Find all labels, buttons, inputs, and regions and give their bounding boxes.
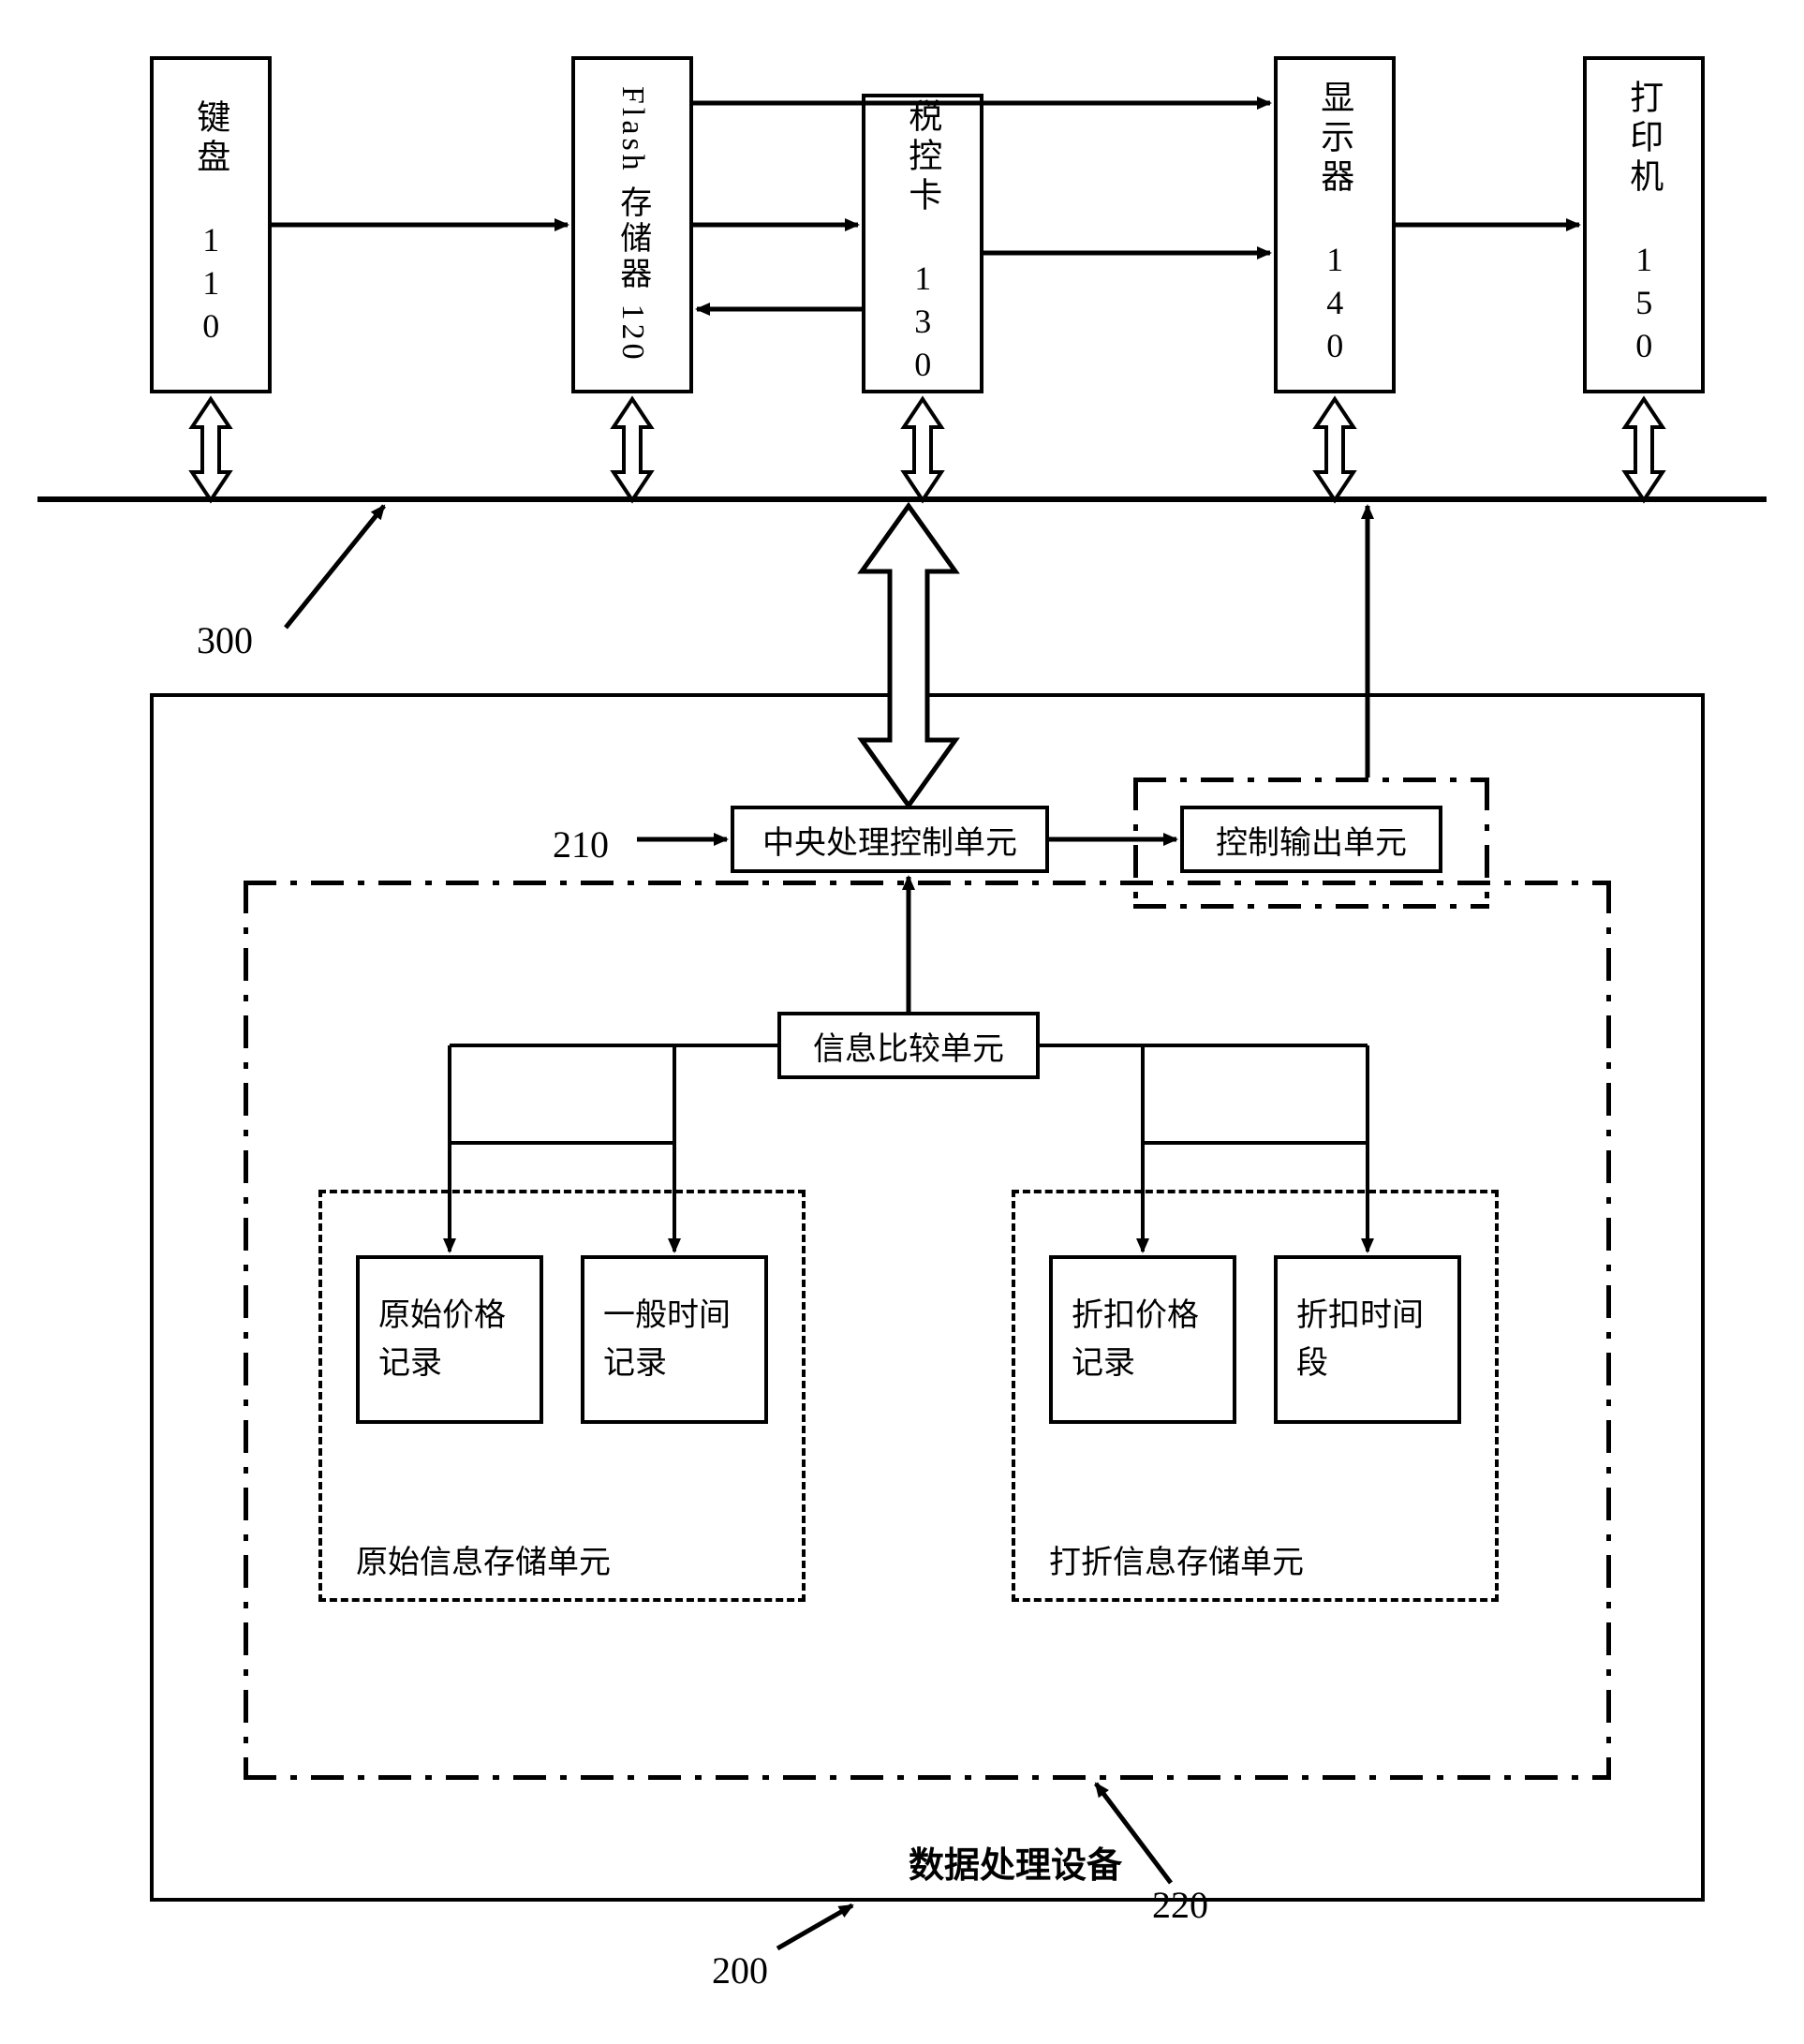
label-discount-time: 折扣时间段 <box>1296 1292 1439 1387</box>
label-output-unit: 控制输出单元 <box>1216 817 1407 863</box>
box-output-unit: 控制输出单元 <box>1180 806 1442 873</box>
label-display: 显示器 140 <box>1311 80 1358 370</box>
ref-210: 210 <box>553 822 609 866</box>
system-bus <box>37 496 1767 502</box>
label-cpu-unit: 中央处理控制单元 <box>762 817 1017 863</box>
label-compare-unit: 信息比较单元 <box>813 1023 1004 1069</box>
label-outer-title: 数据处理设备 <box>909 1836 1122 1888</box>
hollow-arrow-display <box>1316 399 1353 500</box>
box-cpu-unit: 中央处理控制单元 <box>731 806 1049 873</box>
box-normal-time: 一般时间记录 <box>581 1255 768 1424</box>
label-normal-time: 一般时间记录 <box>603 1292 746 1387</box>
label-discount-price: 折扣价格记录 <box>1072 1292 1214 1387</box>
ref-200: 200 <box>712 1948 768 1992</box>
box-printer: 打印机 150 <box>1583 56 1705 393</box>
hollow-arrow-taxcard <box>904 399 941 500</box>
box-discount-price: 折扣价格记录 <box>1049 1255 1236 1424</box>
label-flash: Flash 存储器 120 <box>610 86 655 363</box>
box-keyboard: 键盘 110 <box>150 56 272 393</box>
label-orig-price: 原始价格记录 <box>378 1292 521 1387</box>
box-flash: Flash 存储器 120 <box>571 56 693 393</box>
label-printer: 打印机 150 <box>1620 80 1667 370</box>
box-discount-time: 折扣时间段 <box>1274 1255 1461 1424</box>
diagram-root: 键盘 110 Flash 存储器 120 税控卡 130 显示器 140 打印机… <box>37 37 1767 2007</box>
box-compare-unit: 信息比较单元 <box>777 1012 1040 1079</box>
ref-300: 300 <box>197 618 253 662</box>
hollow-arrow-keyboard <box>192 399 229 500</box>
box-tax-card: 税控卡 130 <box>862 94 983 393</box>
label-tax-card: 税控卡 130 <box>899 98 946 389</box>
ref-220: 220 <box>1152 1883 1208 1927</box>
label-right-storage: 打折信息存储单元 <box>1049 1536 1304 1582</box>
box-orig-price: 原始价格记录 <box>356 1255 543 1424</box>
label-left-storage: 原始信息存储单元 <box>356 1536 611 1582</box>
label-keyboard: 键盘 110 <box>187 99 234 350</box>
box-display: 显示器 140 <box>1274 56 1396 393</box>
hollow-arrow-printer <box>1625 399 1663 500</box>
hollow-arrow-flash <box>614 399 651 500</box>
